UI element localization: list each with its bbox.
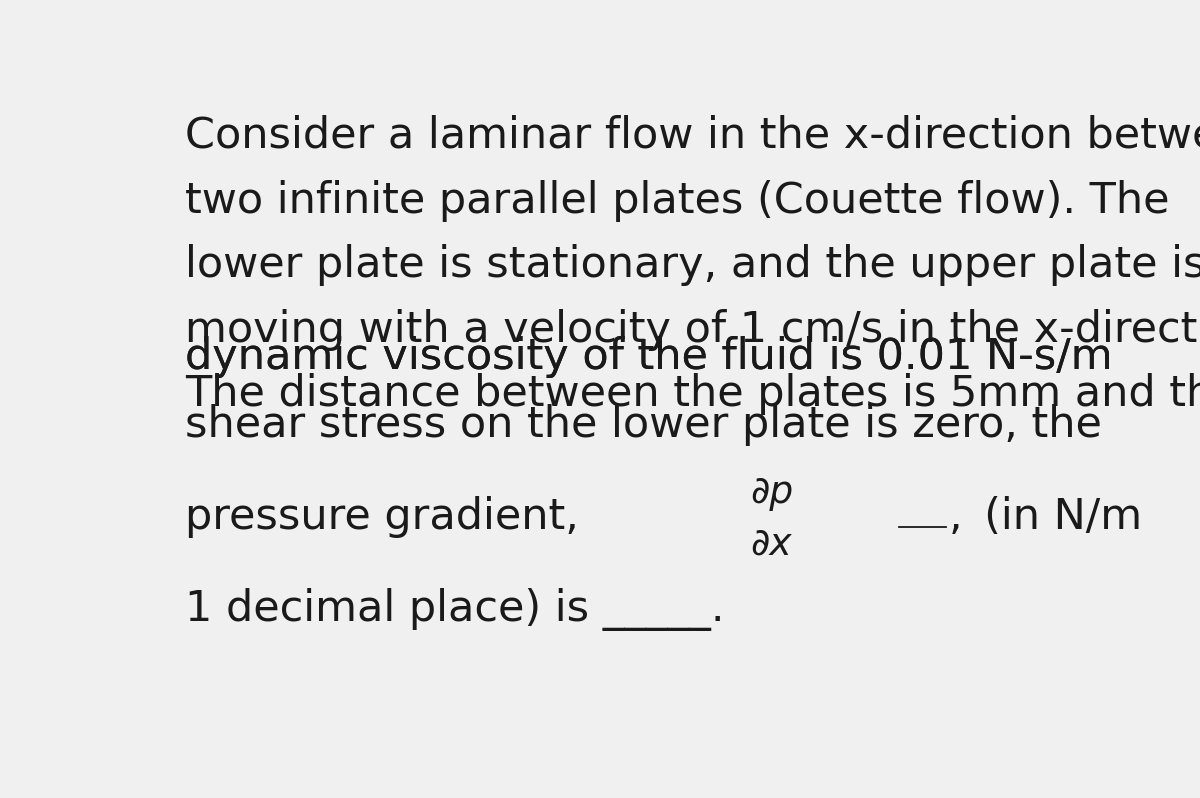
Text: 1 decimal place) is _____.: 1 decimal place) is _____. [185,588,725,631]
Text: ∂x: ∂x [751,527,792,563]
Text: , (in N/m: , (in N/m [949,496,1141,538]
Text: lower plate is stationary, and the upper plate is: lower plate is stationary, and the upper… [185,244,1200,286]
Text: shear stress on the lower plate is zero, the: shear stress on the lower plate is zero,… [185,404,1103,446]
Text: dynamic viscosity of the fluid is 0.01 N-s/m: dynamic viscosity of the fluid is 0.01 N… [185,336,1112,378]
Text: The distance between the plates is 5mm and the: The distance between the plates is 5mm a… [185,373,1200,415]
Text: pressure gradient,: pressure gradient, [185,496,601,538]
Text: moving with a velocity of 1 cm/s in the x-direction.: moving with a velocity of 1 cm/s in the … [185,309,1200,350]
Text: dynamic viscosity of the fluid is 0.01 N-s/m: dynamic viscosity of the fluid is 0.01 N… [185,336,1112,378]
Text: Consider a laminar flow in the x-direction between: Consider a laminar flow in the x-directi… [185,115,1200,157]
Text: dynamic viscosity of the fluid is 0.01 N-s/m2: dynamic viscosity of the fluid is 0.01 N… [185,336,1140,378]
Text: ∂p: ∂p [751,475,794,512]
Text: two infinite parallel plates (Couette flow). The: two infinite parallel plates (Couette fl… [185,180,1170,222]
